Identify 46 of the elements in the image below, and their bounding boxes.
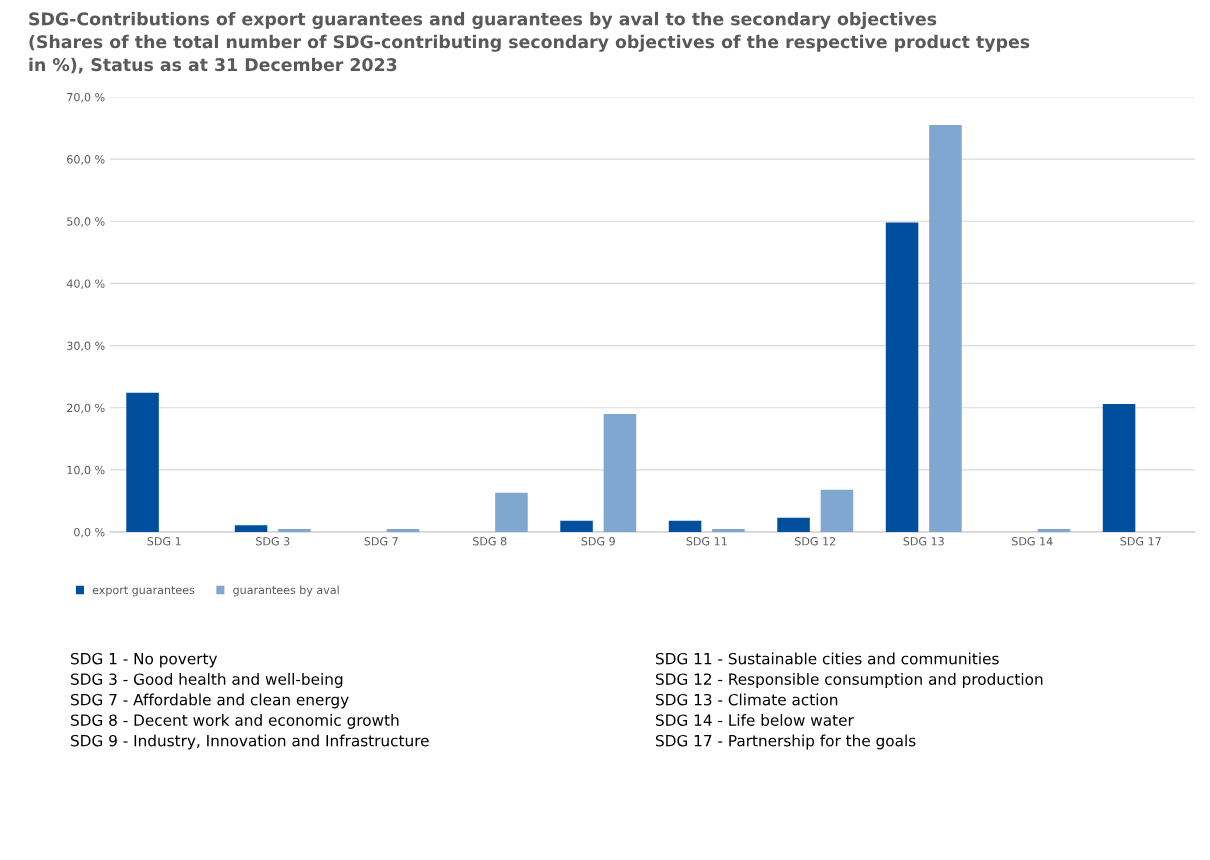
legend-label: guarantees by aval	[233, 585, 339, 597]
y-tick-label: 40,0 %	[66, 279, 105, 289]
x-tick-label: SDG 12	[795, 537, 836, 546]
bar	[234, 525, 268, 532]
text: SDG 17 - Partnership for the goals	[656, 734, 916, 750]
bar	[820, 489, 854, 532]
text: SDG 12 - Responsible consumption and production	[656, 673, 1043, 688]
bar	[712, 528, 745, 532]
bar	[1102, 403, 1136, 532]
bar	[386, 528, 420, 532]
text: SDG 7 - Affordable and clean energy	[71, 693, 349, 709]
bar	[603, 413, 637, 532]
bar	[777, 517, 810, 532]
x-tick-label: SDG 17	[1120, 537, 1161, 546]
text: SDG 8 - Decent work and economic growth	[71, 714, 399, 729]
text: SDG 14 - Life below water	[656, 714, 854, 726]
bar	[668, 520, 702, 532]
text: SDG 3 - Good health and well-being	[71, 673, 343, 688]
bar	[885, 222, 919, 532]
y-tick-label: 60,0 %	[67, 155, 105, 165]
x-tick-label: SDG 9	[581, 537, 615, 546]
text: SDG 9 - Industry, Innovation and Infrastructure	[71, 734, 429, 750]
x-tick-label: SDG 1	[147, 537, 181, 546]
y-tick-label: 0,0 %	[74, 527, 105, 538]
bar	[278, 528, 311, 532]
bar	[1037, 528, 1071, 532]
text: SDG 11 - Sustainable cities and communities	[656, 652, 999, 665]
bar	[126, 392, 159, 532]
y-tick-label: 50,0 %	[67, 217, 105, 227]
x-tick-label: SDG 11	[686, 537, 727, 546]
x-tick-label: SDG 7	[364, 537, 398, 546]
y-tick-label: 70,0 %	[67, 92, 105, 103]
x-tick-label: SDG 8	[473, 537, 507, 546]
y-tick-label: 20,0 %	[67, 403, 105, 414]
y-tick-label: 10,0 %	[67, 465, 105, 476]
x-tick-label: SDG 14	[1012, 537, 1053, 546]
y-tick-label: 30,0 %	[67, 341, 105, 352]
legend-label: export guarantees	[92, 586, 195, 597]
text: SDG 13 - Climate action	[656, 693, 838, 706]
x-tick-label: SDG 3	[256, 537, 290, 546]
bar	[929, 124, 962, 532]
text: SDG 1 - No poverty	[71, 652, 218, 668]
x-tick-label: SDG 13	[903, 537, 944, 546]
bar	[560, 520, 593, 532]
bar	[495, 492, 528, 532]
chart-title: SDG-Contributions of export guarantees and guarantees by aval to the secondary objectives (Shares of the total number of SDG-contributing secondary objectives of the respective product types in %), Status as at 31 December 2023	[29, 12, 1030, 74]
